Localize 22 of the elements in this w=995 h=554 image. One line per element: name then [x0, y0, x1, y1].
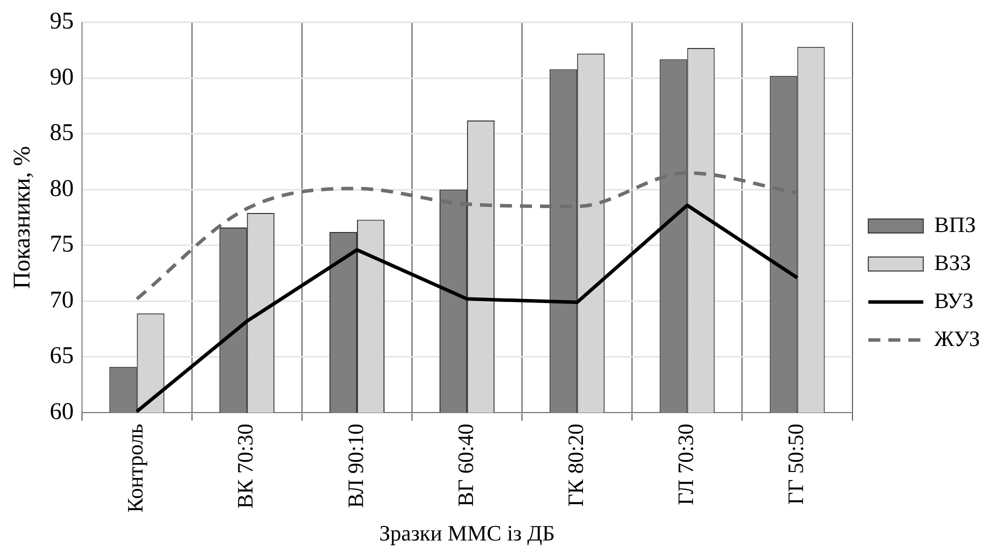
legend-label: ЖУЗ — [934, 326, 980, 351]
y-axis-title: Показники, % — [10, 146, 36, 289]
x-tick-label: ВЛ 90:10 — [342, 424, 368, 508]
y-tick-label: 65 — [50, 343, 74, 370]
y-tick-label: 85 — [50, 120, 74, 146]
line-series — [135, 171, 800, 301]
x-tick-label: ВК 70:30 — [232, 424, 258, 509]
x-tick-label: ГК 80:20 — [562, 424, 588, 507]
legend-label: ВУЗ — [934, 288, 974, 313]
y-tick-label: 75 — [50, 232, 74, 258]
legend-label: ВПЗ — [934, 212, 976, 237]
y-tick-label: 95 — [50, 8, 74, 35]
x-tick-label: ВГ 60:40 — [452, 424, 478, 507]
legend-label: ВЗЗ — [934, 250, 972, 275]
x-tick-label: Контроль — [122, 424, 148, 513]
x-axis-title: Зразки ММС із ДБ — [379, 520, 555, 546]
y-tick-label: 70 — [50, 287, 74, 314]
x-tick-label: ГЛ 70:30 — [672, 424, 698, 506]
y-tick-label: 60 — [50, 398, 74, 425]
y-tick-label: 90 — [50, 64, 74, 90]
x-tick-label: ГГ 50:50 — [783, 424, 808, 505]
y-tick-label: 80 — [50, 176, 74, 202]
